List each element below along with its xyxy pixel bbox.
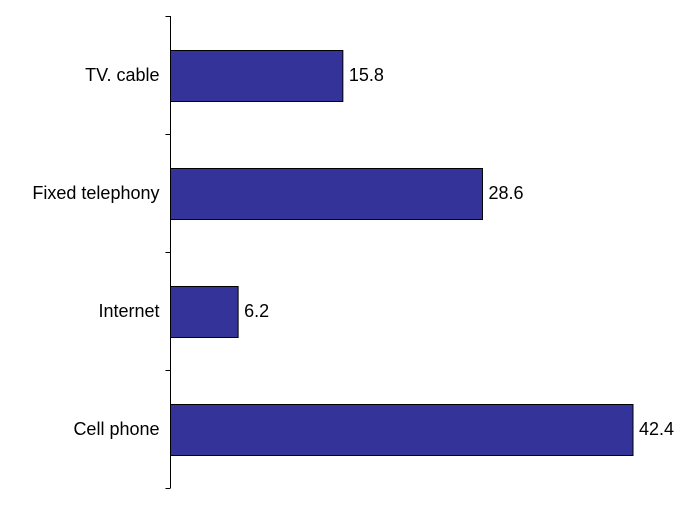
chart-bars — [170, 50, 634, 456]
data-label: 42.4 — [639, 419, 674, 439]
bar-internet — [170, 286, 239, 338]
data-label: 15.8 — [349, 65, 384, 85]
bar-fixed-telephony — [170, 168, 483, 220]
data-label: 28.6 — [488, 183, 523, 203]
chart-axes — [165, 16, 171, 489]
bar-cell-phone — [170, 404, 634, 456]
category-label: Internet — [98, 301, 159, 321]
data-label: 6.2 — [244, 301, 269, 321]
bar-tv-cable — [170, 50, 344, 102]
chart-labels: TV. cable 15.8 Fixed telephony 28.6 Internet… — [32, 65, 674, 439]
category-label: TV. cable — [85, 65, 159, 85]
category-label: Fixed telephony — [32, 183, 159, 203]
category-label: Cell phone — [73, 419, 159, 439]
